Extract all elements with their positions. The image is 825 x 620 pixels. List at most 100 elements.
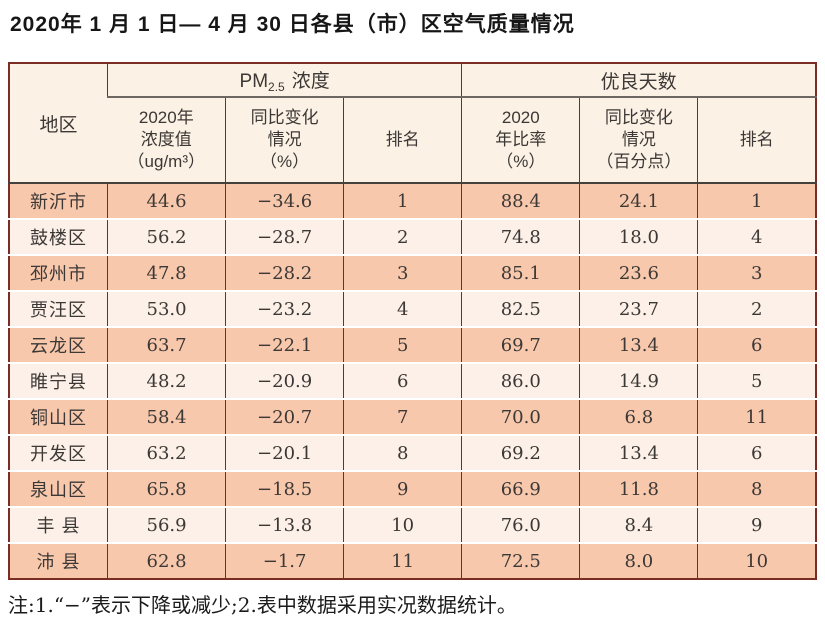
header-group-pm25: PM2.5 浓度 — [106, 63, 462, 98]
pm-value-cell: 58.4 — [106, 398, 226, 435]
header-sub-row: 2020年 浓度值 （ug/m³） 同比变化 情况 （%） 排名 2020 年比… — [9, 97, 816, 184]
pm-rank-cell: 6 — [343, 362, 462, 399]
pm-value-cell: 53.0 — [106, 290, 226, 327]
pm-change-cell: −20.9 — [225, 362, 344, 399]
pm-change-cell: −18.5 — [225, 470, 344, 507]
header-group-good-days: 优良天数 — [461, 63, 816, 98]
pm-value-cell: 63.7 — [106, 326, 226, 363]
header-good-change: 同比变化 情况 （百分点） — [579, 97, 698, 184]
good-change-cell: 24.1 — [579, 183, 698, 219]
pm-rank-cell: 3 — [343, 254, 462, 291]
good-ratio-cell: 86.0 — [461, 362, 580, 399]
pm-rank-cell: 10 — [343, 506, 462, 543]
table-row: 开发区 63.2 −20.1 8 69.2 13.4 6 — [9, 434, 816, 471]
good-change-cell: 6.8 — [579, 398, 698, 435]
pm-value-cell: 63.2 — [106, 434, 226, 471]
table-body: 新沂市 44.6 −34.6 1 88.4 24.1 1 鼓楼区 56.2 −2… — [9, 183, 816, 579]
good-change-cell: 8.4 — [579, 506, 698, 543]
table-row: 沛 县 62.8 −1.7 11 72.5 8.0 10 — [9, 542, 816, 579]
pm-change-cell: −20.1 — [225, 434, 344, 471]
good-change-cell: 14.9 — [579, 362, 698, 399]
pm25-subscript: 2.5 — [268, 80, 285, 94]
header-group-row: 地区 PM2.5 浓度 优良天数 — [9, 63, 816, 184]
good-change-cell: 13.4 — [579, 326, 698, 363]
region-cell: 贾汪区 — [9, 290, 108, 327]
pm25-suffix: 浓度 — [291, 71, 330, 92]
good-change-cell: 8.0 — [579, 542, 698, 579]
good-rank-cell: 5 — [697, 362, 816, 399]
good-rank-cell: 4 — [697, 218, 816, 255]
good-change-cell: 13.4 — [579, 434, 698, 471]
pm-value-cell: 65.8 — [106, 470, 226, 507]
good-rank-cell: 8 — [697, 470, 816, 507]
good-rank-cell: 11 — [697, 398, 816, 435]
good-ratio-cell: 72.5 — [461, 542, 580, 579]
region-cell: 云龙区 — [9, 326, 108, 363]
pm-value-cell: 62.8 — [106, 542, 226, 579]
region-cell: 鼓楼区 — [9, 218, 108, 255]
good-ratio-cell: 74.8 — [461, 218, 580, 255]
good-ratio-cell: 88.4 — [461, 183, 580, 219]
good-ratio-cell: 69.2 — [461, 434, 580, 471]
pm-rank-cell: 8 — [343, 434, 462, 471]
table-header: 地区 PM2.5 浓度 优良天数 2020年 浓度值 （ug/m³） 同比变化 情… — [9, 63, 816, 184]
good-rank-cell: 3 — [697, 254, 816, 291]
table-row: 新沂市 44.6 −34.6 1 88.4 24.1 1 — [9, 183, 816, 219]
good-ratio-cell: 69.7 — [461, 326, 580, 363]
region-cell: 开发区 — [9, 434, 108, 471]
pm-rank-cell: 4 — [343, 290, 462, 327]
region-cell: 沛 县 — [9, 542, 108, 579]
good-rank-cell: 2 — [697, 290, 816, 327]
good-ratio-cell: 70.0 — [461, 398, 580, 435]
good-rank-cell: 10 — [697, 542, 816, 579]
table-row: 贾汪区 53.0 −23.2 4 82.5 23.7 2 — [9, 290, 816, 327]
air-quality-table: 地区 PM2.5 浓度 优良天数 2020年 浓度值 （ug/m³） 同比变化 情… — [8, 62, 817, 580]
table-row: 邳州市 47.8 −28.2 3 85.1 23.6 3 — [9, 254, 816, 291]
good-change-cell: 11.8 — [579, 470, 698, 507]
table-row: 鼓楼区 56.2 −28.7 2 74.8 18.0 4 — [9, 218, 816, 255]
table-row: 睢宁县 48.2 −20.9 6 86.0 14.9 5 — [9, 362, 816, 399]
pm25-prefix: PM — [239, 71, 269, 92]
region-cell: 邳州市 — [9, 254, 108, 291]
pm-change-cell: −34.6 — [225, 183, 344, 219]
table-row: 铜山区 58.4 −20.7 7 70.0 6.8 11 — [9, 398, 816, 435]
header-pm-value: 2020年 浓度值 （ug/m³） — [107, 97, 226, 184]
region-cell: 新沂市 — [9, 183, 108, 219]
pm-value-cell: 48.2 — [106, 362, 226, 399]
pm-change-cell: −22.1 — [225, 326, 344, 363]
region-cell: 泉山区 — [9, 470, 108, 507]
region-cell: 铜山区 — [9, 398, 108, 435]
pm-change-cell: −1.7 — [225, 542, 344, 579]
pm-change-cell: −28.7 — [225, 218, 344, 255]
footnote: 注:1.“−”表示下降或减少;2.表中数据采用实况数据统计。 — [8, 593, 517, 617]
pm-change-cell: −28.2 — [225, 254, 344, 291]
pm-rank-cell: 7 — [343, 398, 462, 435]
pm-change-cell: −20.7 — [225, 398, 344, 435]
table-row: 云龙区 63.7 −22.1 5 69.7 13.4 6 — [9, 326, 816, 363]
pm-rank-cell: 2 — [343, 218, 462, 255]
table-row: 泉山区 65.8 −18.5 9 66.9 11.8 8 — [9, 470, 816, 507]
good-change-cell: 18.0 — [579, 218, 698, 255]
good-rank-cell: 9 — [697, 506, 816, 543]
page-title: 2020年 1 月 1 日— 4 月 30 日各县（市）区空气质量情况 — [10, 13, 575, 36]
pm-rank-cell: 1 — [343, 183, 462, 219]
header-pm-rank: 排名 — [343, 97, 462, 184]
good-ratio-cell: 85.1 — [461, 254, 580, 291]
good-rank-cell: 1 — [697, 183, 816, 219]
good-ratio-cell: 66.9 — [461, 470, 580, 507]
pm-value-cell: 56.9 — [106, 506, 226, 543]
table-row: 丰 县 56.9 −13.8 10 76.0 8.4 9 — [9, 506, 816, 543]
good-change-cell: 23.6 — [579, 254, 698, 291]
header-region: 地区 — [9, 63, 108, 184]
region-cell: 睢宁县 — [9, 362, 108, 399]
pm-value-cell: 56.2 — [106, 218, 226, 255]
good-rank-cell: 6 — [697, 326, 816, 363]
header-good-ratio: 2020 年比率 （%） — [461, 97, 580, 184]
pm-value-cell: 44.6 — [106, 183, 226, 219]
pm-value-cell: 47.8 — [106, 254, 226, 291]
header-pm-change: 同比变化 情况 （%） — [225, 97, 344, 184]
pm-rank-cell: 11 — [343, 542, 462, 579]
pm-rank-cell: 9 — [343, 470, 462, 507]
good-rank-cell: 6 — [697, 434, 816, 471]
pm-change-cell: −23.2 — [225, 290, 344, 327]
